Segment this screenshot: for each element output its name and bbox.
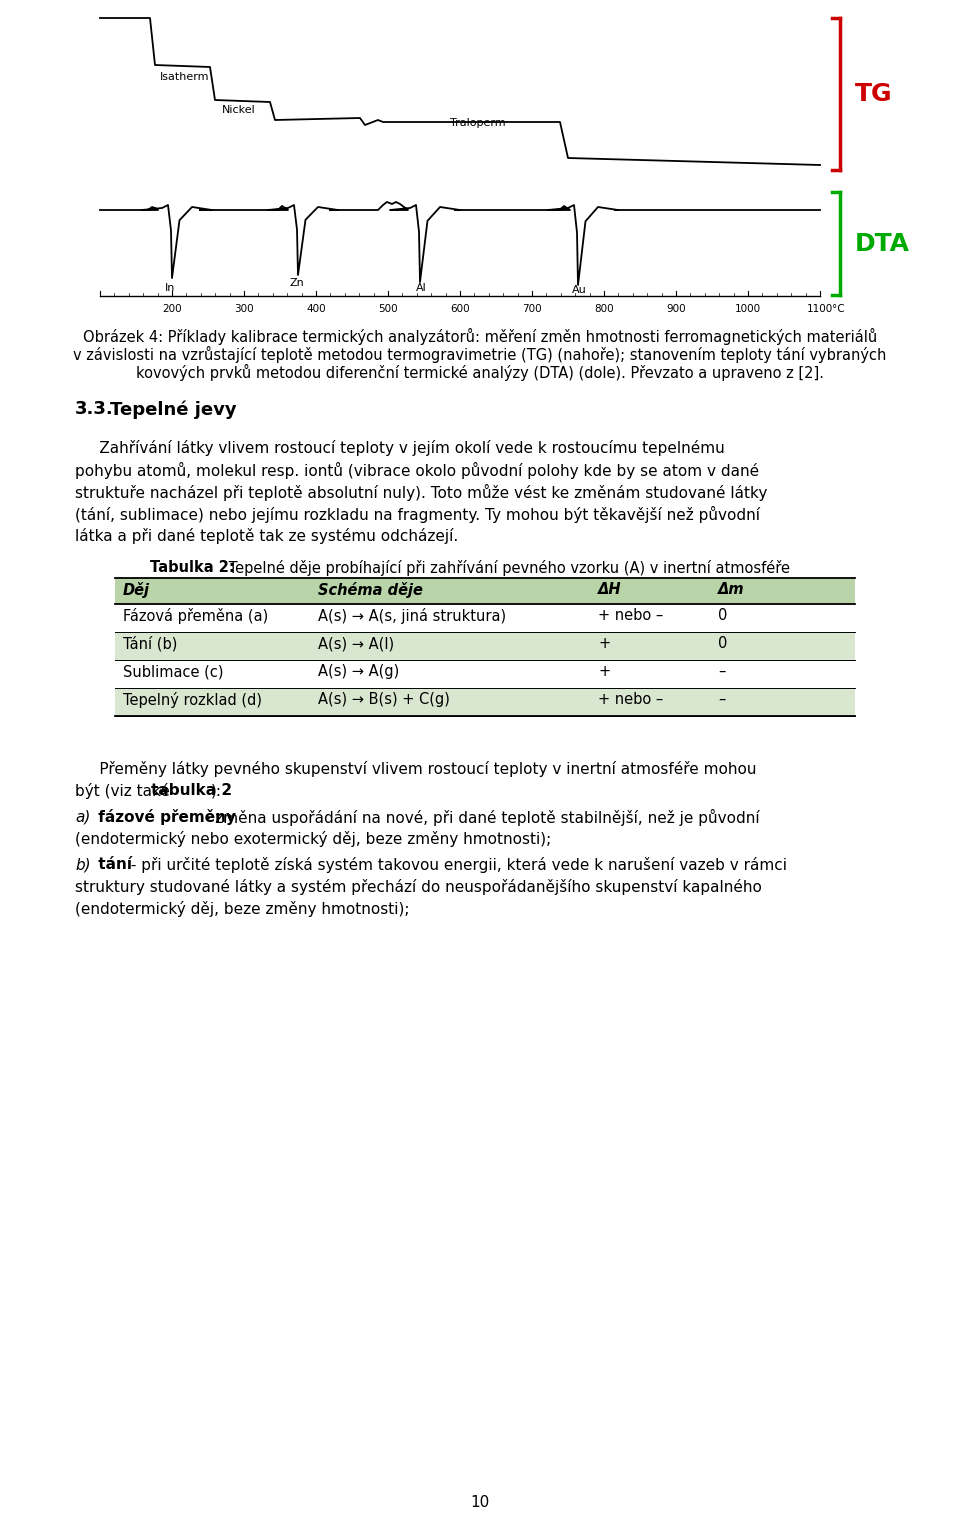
Text: 1000: 1000	[735, 303, 761, 314]
Text: Obrázek 4: Příklady kalibrace termických analyzátorů: měření změn hmotnosti ferr: Obrázek 4: Příklady kalibrace termických…	[83, 328, 877, 344]
Text: –: –	[718, 692, 726, 707]
Text: b): b)	[75, 857, 90, 872]
Text: DTA: DTA	[855, 232, 910, 255]
Text: - změna uspořádání na nové, při dané teplotě stabilnější, než je původní: - změna uspořádání na nové, při dané tep…	[200, 809, 759, 827]
Text: Tepelný rozklad (d): Tepelný rozklad (d)	[123, 692, 262, 708]
Text: Isatherm: Isatherm	[160, 71, 209, 82]
Text: A(s) → B(s) + C(g): A(s) → B(s) + C(g)	[318, 692, 450, 707]
Text: tání: tání	[93, 857, 132, 872]
Text: 200: 200	[162, 303, 181, 314]
Text: Fázová přeměna (a): Fázová přeměna (a)	[123, 608, 268, 623]
Bar	[115, 633, 855, 660]
Text: tabulka 2: tabulka 2	[151, 783, 232, 798]
Text: 10: 10	[470, 1494, 490, 1509]
Text: 3.3.: 3.3.	[75, 400, 113, 419]
Text: In: In	[165, 284, 176, 293]
Text: 800: 800	[594, 303, 613, 314]
Text: Zahřívání látky vlivem rostoucí teploty v jejím okolí vede k rostoucímu tepelném: Zahřívání látky vlivem rostoucí teploty …	[75, 440, 725, 457]
Text: 0: 0	[718, 636, 728, 651]
Text: +: +	[598, 664, 611, 680]
Text: Tepelné jevy: Tepelné jevy	[110, 400, 236, 419]
Text: + nebo –: + nebo –	[598, 692, 663, 707]
Text: fázové přeměny: fázové přeměny	[93, 809, 236, 825]
Text: struktuře nacházel při teplotě absolutní nuly). Toto může vést ke změnám studova: struktuře nacházel při teplotě absolutní…	[75, 484, 767, 501]
Text: –: –	[718, 664, 726, 680]
Bar	[115, 689, 855, 716]
Text: °C: °C	[832, 303, 845, 314]
Text: Zn: Zn	[290, 278, 304, 288]
Text: 1100: 1100	[806, 303, 833, 314]
Text: Schéma děje: Schéma děje	[318, 583, 422, 598]
Text: - při určité teplotě získá systém takovou energii, která vede k narušení vazeb v: - při určité teplotě získá systém takovo…	[126, 857, 787, 872]
Text: (endotermický děj, beze změny hmotnosti);: (endotermický děj, beze změny hmotnosti)…	[75, 901, 410, 916]
Text: 400: 400	[306, 303, 325, 314]
Text: +: +	[598, 636, 611, 651]
Bar	[115, 578, 855, 604]
Text: Nickel: Nickel	[222, 105, 255, 115]
Text: A(s) → A(s, jiná struktura): A(s) → A(s, jiná struktura)	[318, 608, 506, 623]
Text: Al: Al	[416, 284, 427, 293]
Text: A(s) → A(l): A(s) → A(l)	[318, 636, 395, 651]
Text: látka a při dané teplotě tak ze systému odcházejí.: látka a při dané teplotě tak ze systému …	[75, 528, 458, 545]
Text: struktury studované látky a systém přechází do neuspořádanějšího skupenství kapa: struktury studované látky a systém přech…	[75, 878, 762, 895]
Text: Tepelné děje probíhající při zahřívání pevného vzorku (A) v inertní atmosféře: Tepelné děje probíhající při zahřívání p…	[224, 560, 790, 576]
Text: 0: 0	[718, 608, 728, 623]
Text: Δm: Δm	[718, 583, 745, 598]
Text: Tání (b): Tání (b)	[123, 636, 178, 651]
Text: ):: ):	[211, 783, 222, 798]
Text: pohybu atomů, molekul resp. iontů (vibrace okolo původní polohy kde by se atom v: pohybu atomů, molekul resp. iontů (vibra…	[75, 463, 759, 479]
Text: Sublimace (c): Sublimace (c)	[123, 664, 224, 680]
Text: (tání, sublimace) nebo jejímu rozkladu na fragmenty. Ty mohou být těkavější než : (tání, sublimace) nebo jejímu rozkladu n…	[75, 507, 760, 523]
Text: TG: TG	[855, 82, 893, 106]
Text: být (viz také: být (viz také	[75, 783, 175, 799]
Text: (endotermický nebo exotermický děj, beze změny hmotnosti);: (endotermický nebo exotermický děj, beze…	[75, 831, 551, 846]
Text: v závislosti na vzrůstající teplotě metodou termogravimetrie (TG) (nahoře); stan: v závislosti na vzrůstající teplotě meto…	[73, 346, 887, 363]
Text: a): a)	[75, 809, 90, 824]
Text: 300: 300	[234, 303, 253, 314]
Text: Tabulka 2:: Tabulka 2:	[150, 560, 235, 575]
Text: Au: Au	[572, 285, 587, 294]
Text: + nebo –: + nebo –	[598, 608, 663, 623]
Text: kovových prvků metodou diferenční termické analýzy (DTA) (dole). Převzato a upra: kovových prvků metodou diferenční termic…	[136, 364, 824, 381]
Text: A(s) → A(g): A(s) → A(g)	[318, 664, 399, 680]
Text: Děj: Děj	[123, 583, 150, 598]
Text: Traloperm: Traloperm	[450, 118, 506, 127]
Text: 900: 900	[666, 303, 685, 314]
Text: 500: 500	[378, 303, 397, 314]
Text: 600: 600	[450, 303, 469, 314]
Text: Přeměny látky pevného skupenství vlivem rostoucí teploty v inertní atmosféře moh: Přeměny látky pevného skupenství vlivem …	[75, 762, 756, 777]
Text: 700: 700	[522, 303, 541, 314]
Text: ΔH: ΔH	[598, 583, 622, 598]
